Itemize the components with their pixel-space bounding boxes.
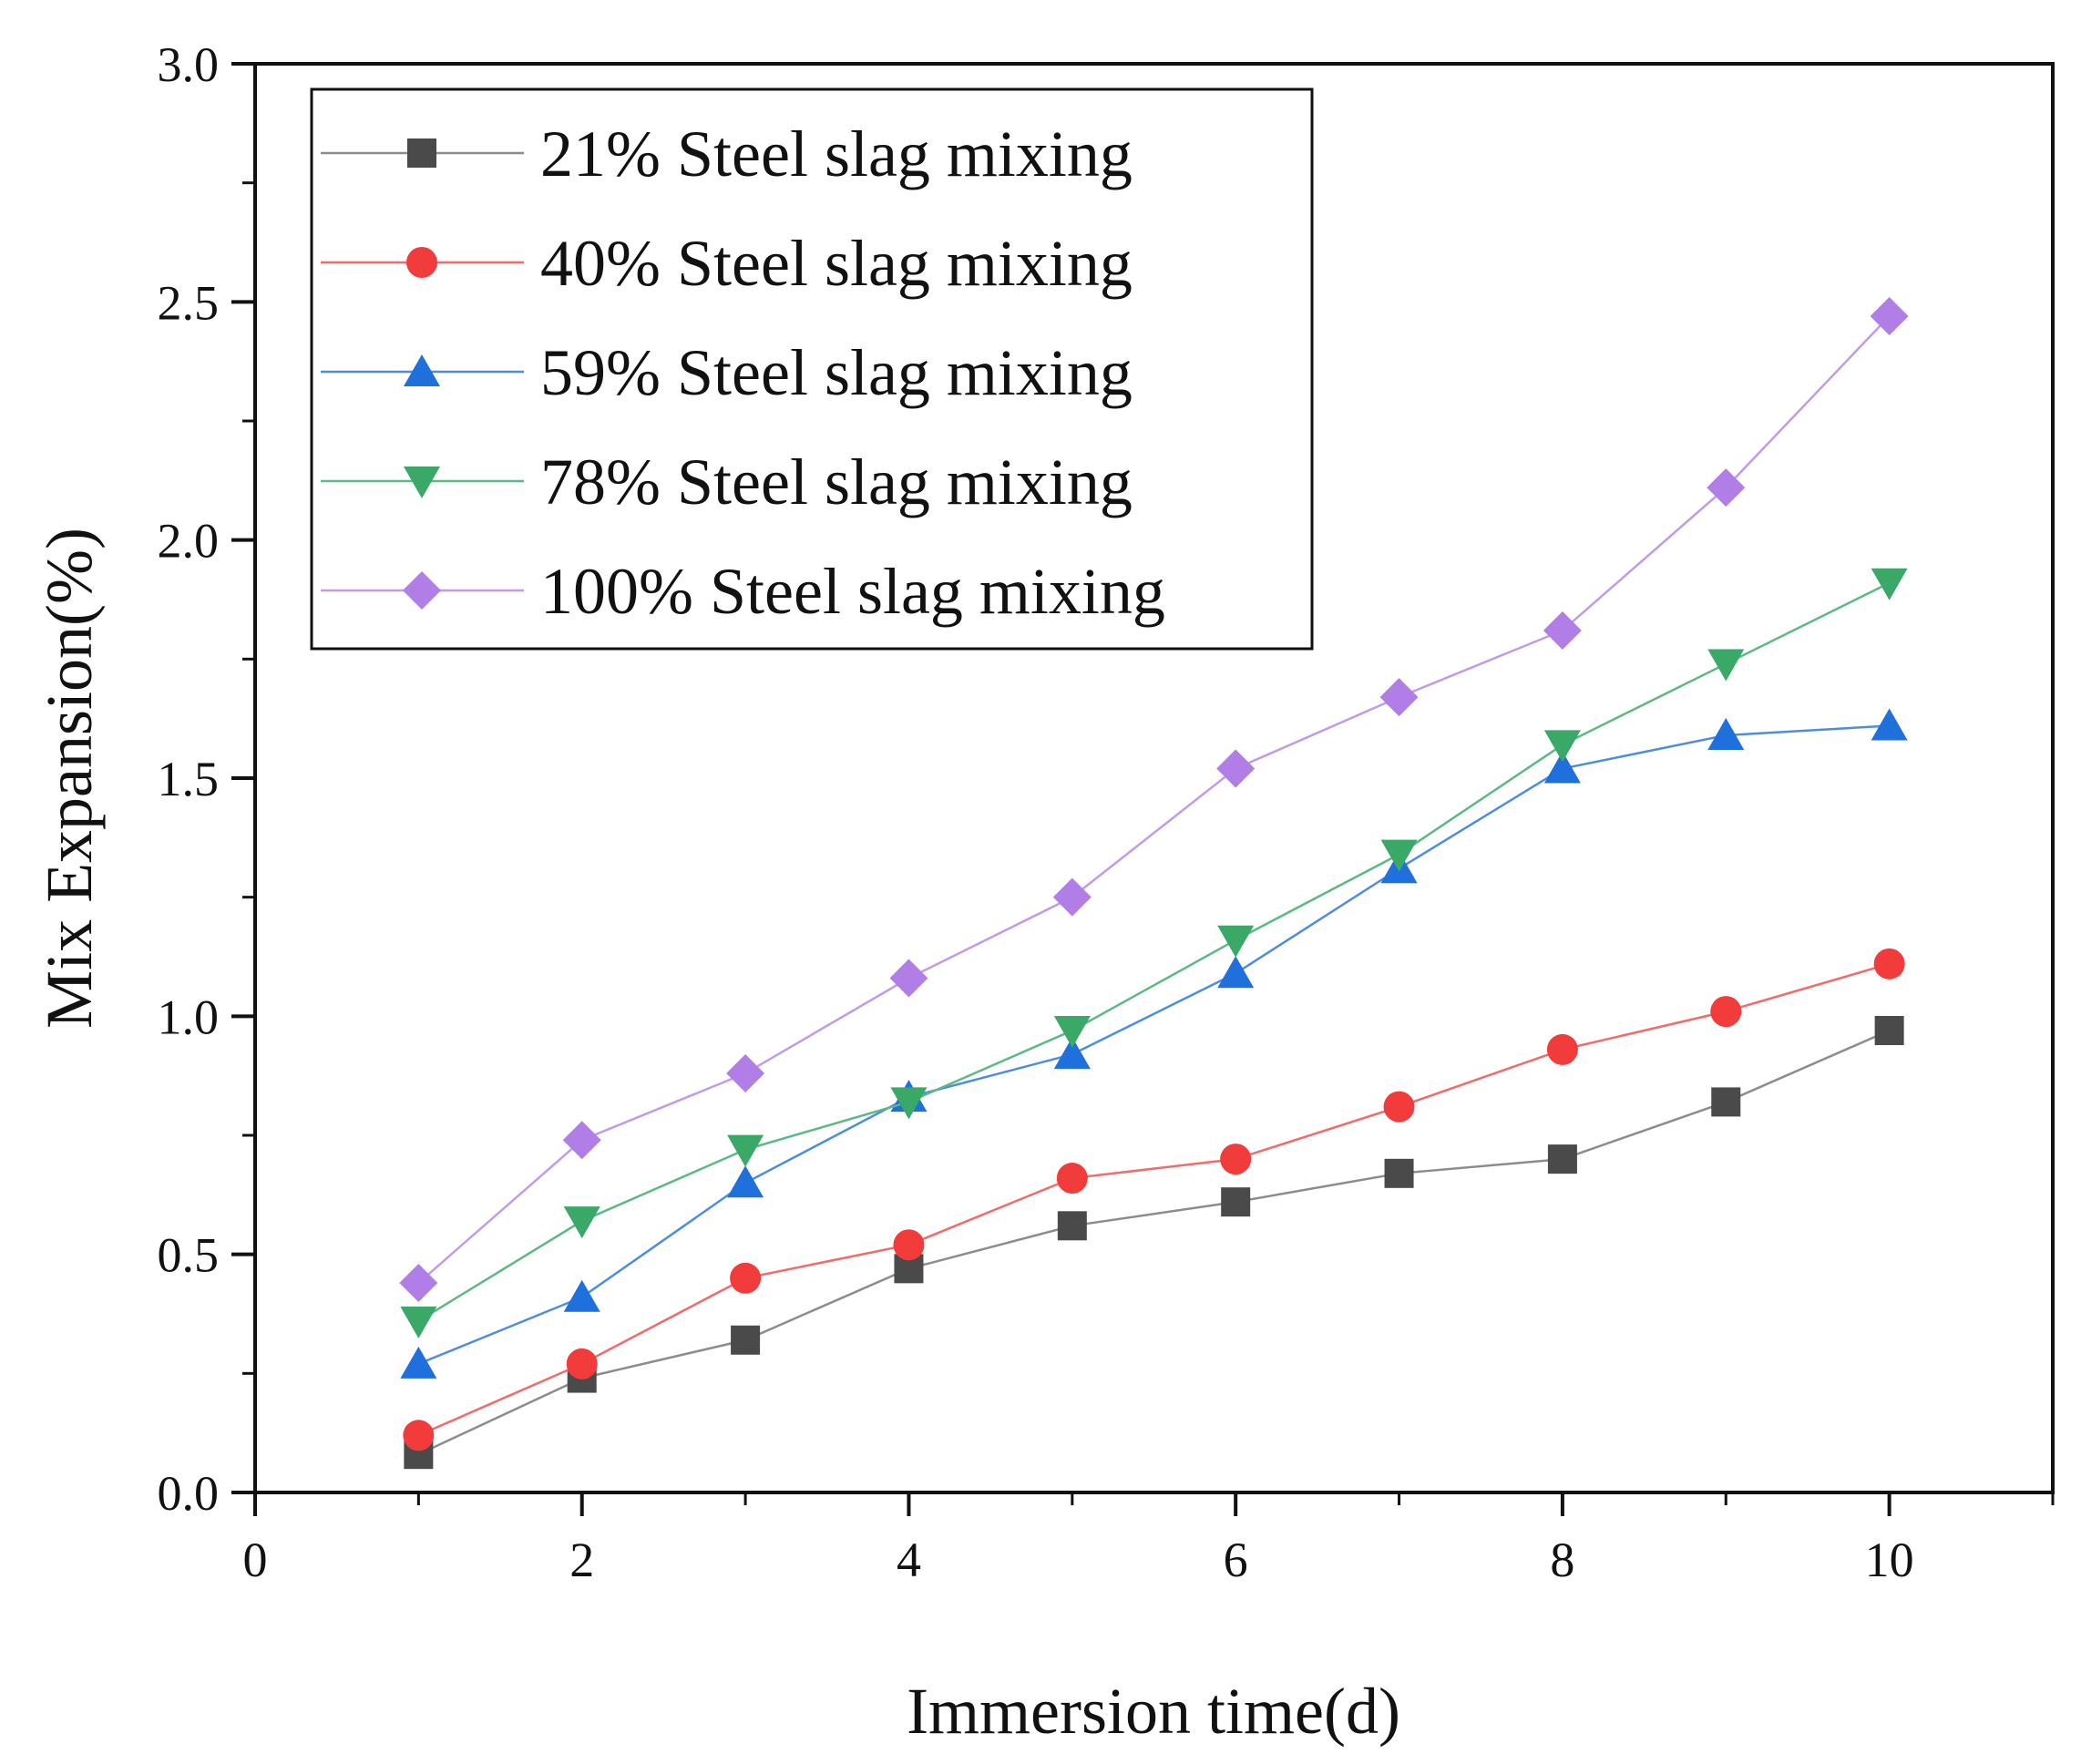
x-tick-label: 6 — [1224, 1533, 1248, 1587]
series-line — [417, 1029, 1891, 1456]
data-point — [566, 1348, 598, 1379]
y-tick-label: 0.5 — [158, 1228, 220, 1283]
data-point — [1221, 1187, 1251, 1217]
series-2 — [403, 948, 1905, 1451]
data-point — [731, 1325, 761, 1355]
data-point — [1543, 751, 1581, 784]
data-point — [727, 1134, 764, 1167]
data-point — [1707, 717, 1745, 750]
series-1 — [404, 1016, 1904, 1470]
data-point — [1870, 297, 1909, 336]
series-line — [417, 581, 1891, 1322]
series-4 — [400, 568, 1908, 1338]
data-point — [1711, 1087, 1741, 1117]
legend-item-5: 100% Steel slag mixing — [321, 555, 1165, 628]
data-point — [727, 1165, 764, 1198]
y-tick-label: 3.0 — [158, 37, 220, 92]
data-point — [730, 1262, 762, 1294]
data-point — [399, 1264, 438, 1303]
data-point — [1379, 678, 1419, 717]
y-tick-label: 1.0 — [158, 990, 220, 1044]
legend-item-1: 21% Steel slag mixing — [321, 118, 1133, 190]
data-point — [1873, 948, 1905, 979]
x-tick-label: 10 — [1865, 1533, 1914, 1587]
legend-marker — [403, 571, 441, 610]
legend-marker — [404, 467, 440, 498]
data-point — [1871, 708, 1908, 741]
x-tick-label: 0 — [243, 1533, 268, 1587]
data-point — [726, 1054, 765, 1093]
y-tick-label: 0.0 — [158, 1466, 220, 1521]
data-point — [1707, 649, 1745, 682]
y-tick-label: 1.5 — [158, 752, 220, 806]
series-3 — [400, 708, 1908, 1379]
legend-marker — [406, 247, 437, 278]
legend-label: 40% Steel slag mixing — [540, 227, 1133, 300]
legend-marker — [407, 138, 436, 168]
data-point — [1383, 1091, 1415, 1123]
series-5 — [399, 297, 1909, 1303]
series-layer — [399, 297, 1909, 1470]
legend-label: 100% Steel slag mixing — [540, 555, 1165, 628]
data-point — [1052, 877, 1092, 917]
data-point — [1053, 1016, 1091, 1049]
data-point — [1380, 839, 1418, 872]
data-point — [1710, 996, 1742, 1028]
y-axis-title: Mix Expansion(%) — [33, 528, 106, 1029]
legend-marker — [404, 354, 440, 386]
legend: 21% Steel slag mixing 40% Steel slag mixi… — [310, 87, 1314, 651]
data-point — [893, 1229, 925, 1261]
data-point — [403, 1420, 435, 1451]
data-point — [562, 1121, 601, 1160]
data-point — [889, 959, 928, 998]
data-point — [400, 1346, 437, 1379]
legend-label: 78% Steel slag mixing — [540, 446, 1133, 518]
x-tick-label: 4 — [897, 1533, 921, 1587]
x-tick-label: 2 — [569, 1533, 594, 1587]
data-point — [1707, 468, 1746, 508]
data-point — [563, 1206, 600, 1239]
data-point — [1871, 568, 1908, 600]
legend-box — [310, 87, 1314, 651]
data-point — [1217, 925, 1255, 958]
series-line — [417, 315, 1891, 1284]
series-line — [417, 724, 1890, 1366]
data-point — [1543, 610, 1582, 650]
data-point — [400, 1306, 437, 1338]
x-axis-title: Immersion time(d) — [907, 1675, 1400, 1748]
legend-item-2: 40% Steel slag mixing — [321, 227, 1133, 300]
x-tick-label: 8 — [1550, 1533, 1574, 1587]
legend-item-4: 78% Steel slag mixing — [321, 446, 1133, 518]
data-point — [1220, 1144, 1252, 1175]
y-tick-label: 2.0 — [158, 514, 220, 569]
data-point — [1216, 749, 1256, 788]
data-point — [1547, 1144, 1577, 1174]
data-point — [1384, 1158, 1414, 1188]
data-point — [1546, 1033, 1578, 1065]
data-point — [1874, 1016, 1904, 1046]
series-line — [417, 962, 1890, 1437]
data-point — [890, 1087, 928, 1120]
axis-ticks: 0 2 4 6 8 10 0.0 0.5 1.0 1.5 2.0 2.5 3.0 — [158, 37, 2055, 1587]
legend-item-3: 59% Steel slag mixing — [321, 336, 1133, 409]
legend-label: 59% Steel slag mixing — [540, 336, 1133, 409]
data-point — [1217, 956, 1255, 989]
data-point — [1057, 1211, 1087, 1241]
y-tick-label: 2.5 — [158, 275, 220, 330]
data-point — [1053, 1037, 1091, 1070]
legend-label: 21% Steel slag mixing — [540, 118, 1133, 190]
data-point — [1056, 1163, 1088, 1195]
data-point — [563, 1279, 600, 1312]
data-point — [1543, 730, 1581, 763]
